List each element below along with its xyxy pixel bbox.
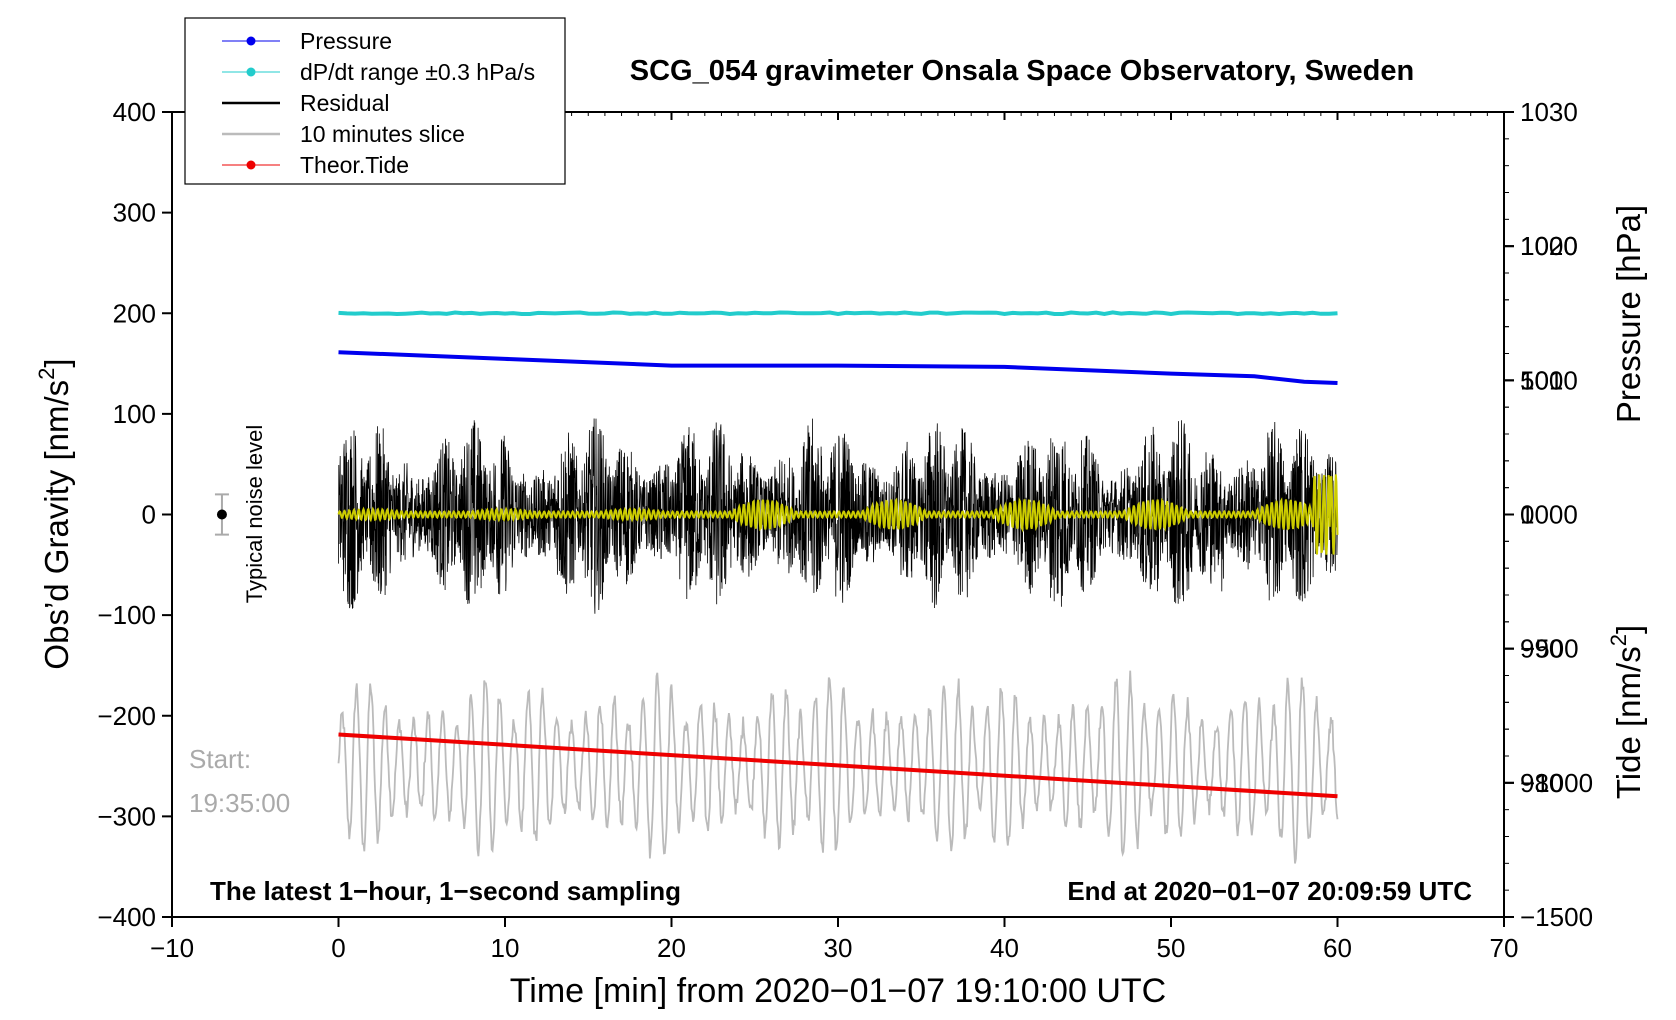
start-time: 19:35:00 [189,788,290,818]
x-tick-label: 10 [491,933,520,963]
legend-label: 10 minutes slice [300,121,465,147]
pressure-tick-label: 1010 [1520,365,1578,395]
slice-line [337,670,1339,864]
y-tick-label: −200 [97,701,156,731]
y-tick-label: −400 [97,902,156,932]
pressure-tick-label: 1000 [1520,500,1578,530]
x-tick-label: 20 [657,933,686,963]
y-tick-label: −100 [97,600,156,630]
y-tick-label: 400 [113,97,156,127]
legend-marker [246,67,256,77]
pressure-tick-label: 1020 [1520,231,1578,261]
y-axis-ticks: 400 300 200 100 0 −100 −200 −300 −400 [97,97,172,932]
x-tick-label: 70 [1490,933,1519,963]
x-axis-label: Time [min] from 2020−01−07 19:10:00 UTC [510,972,1166,1010]
y-tick-label: 100 [113,399,156,429]
x-tick-label: 40 [990,933,1019,963]
noise-point [216,509,227,520]
x-tick-label: 0 [331,933,345,963]
tide-axis-ticks: 1000 500 0 −500 −1000 −1500 [1504,231,1593,932]
pressure-axis-label: Pressure [hPa] [1610,205,1647,423]
y-tick-label: 0 [142,500,156,530]
legend-label: dP/dt range ±0.3 hPa/s [300,59,535,85]
x-tick-label: 30 [824,933,853,963]
x-tick-label: −10 [150,933,194,963]
smoothed-residual-line [337,474,1339,555]
legend-marker [246,160,256,170]
legend-label: Residual [300,90,390,116]
legend-marker [246,36,256,46]
tide-tick-label: −1500 [1520,902,1593,932]
y-axis-label: Obs’d Gravity [nm/s2] [34,358,75,669]
residual-line [338,418,1338,614]
legend-label: Pressure [300,28,392,54]
bottom-left-note: The latest 1−hour, 1−second sampling [210,876,681,906]
dpdt-line [338,310,1338,317]
noise-marker [214,493,229,536]
pressure-axis-ticks: 1030 1020 1010 1000 990 980 [1504,97,1578,798]
tide-line [338,732,1338,799]
tide-tick-label: −500 [1520,634,1579,664]
legend-label: Theor.Tide [300,152,409,178]
tide-tick-label: 500 [1520,365,1563,395]
pressure-tick-label: 1030 [1520,97,1578,127]
tide-tick-label: 1000 [1520,231,1578,261]
legend: Pressure dP/dt range ±0.3 hPa/s Residual 10… [184,17,566,185]
series-layer [337,310,1339,864]
bottom-right-note: End at 2020−01−07 20:09:59 UTC [1067,876,1472,906]
pressure-tick-label: 990 [1520,634,1563,664]
y-tick-label: 300 [113,198,156,228]
noise-label: Typical noise level [242,425,267,604]
x-tick-label: 60 [1323,933,1352,963]
x-axis-ticks: −10 0 10 20 30 40 50 60 70 [150,112,1519,963]
chart-title: SCG_054 gravimeter Onsala Space Observat… [630,55,1414,87]
start-label: Start: [189,744,251,774]
tide-axis-label: Tide [nm/s2] [1606,625,1647,799]
y-tick-label: 200 [113,298,156,328]
pressure-line [338,350,1338,385]
pressure-tick-label: 980 [1520,768,1563,798]
x-tick-label: 50 [1157,933,1186,963]
legend-box [184,17,566,185]
tide-tick-label: −1000 [1520,768,1593,798]
y-tick-label: −300 [97,801,156,831]
tide-tick-label: 0 [1520,500,1534,530]
